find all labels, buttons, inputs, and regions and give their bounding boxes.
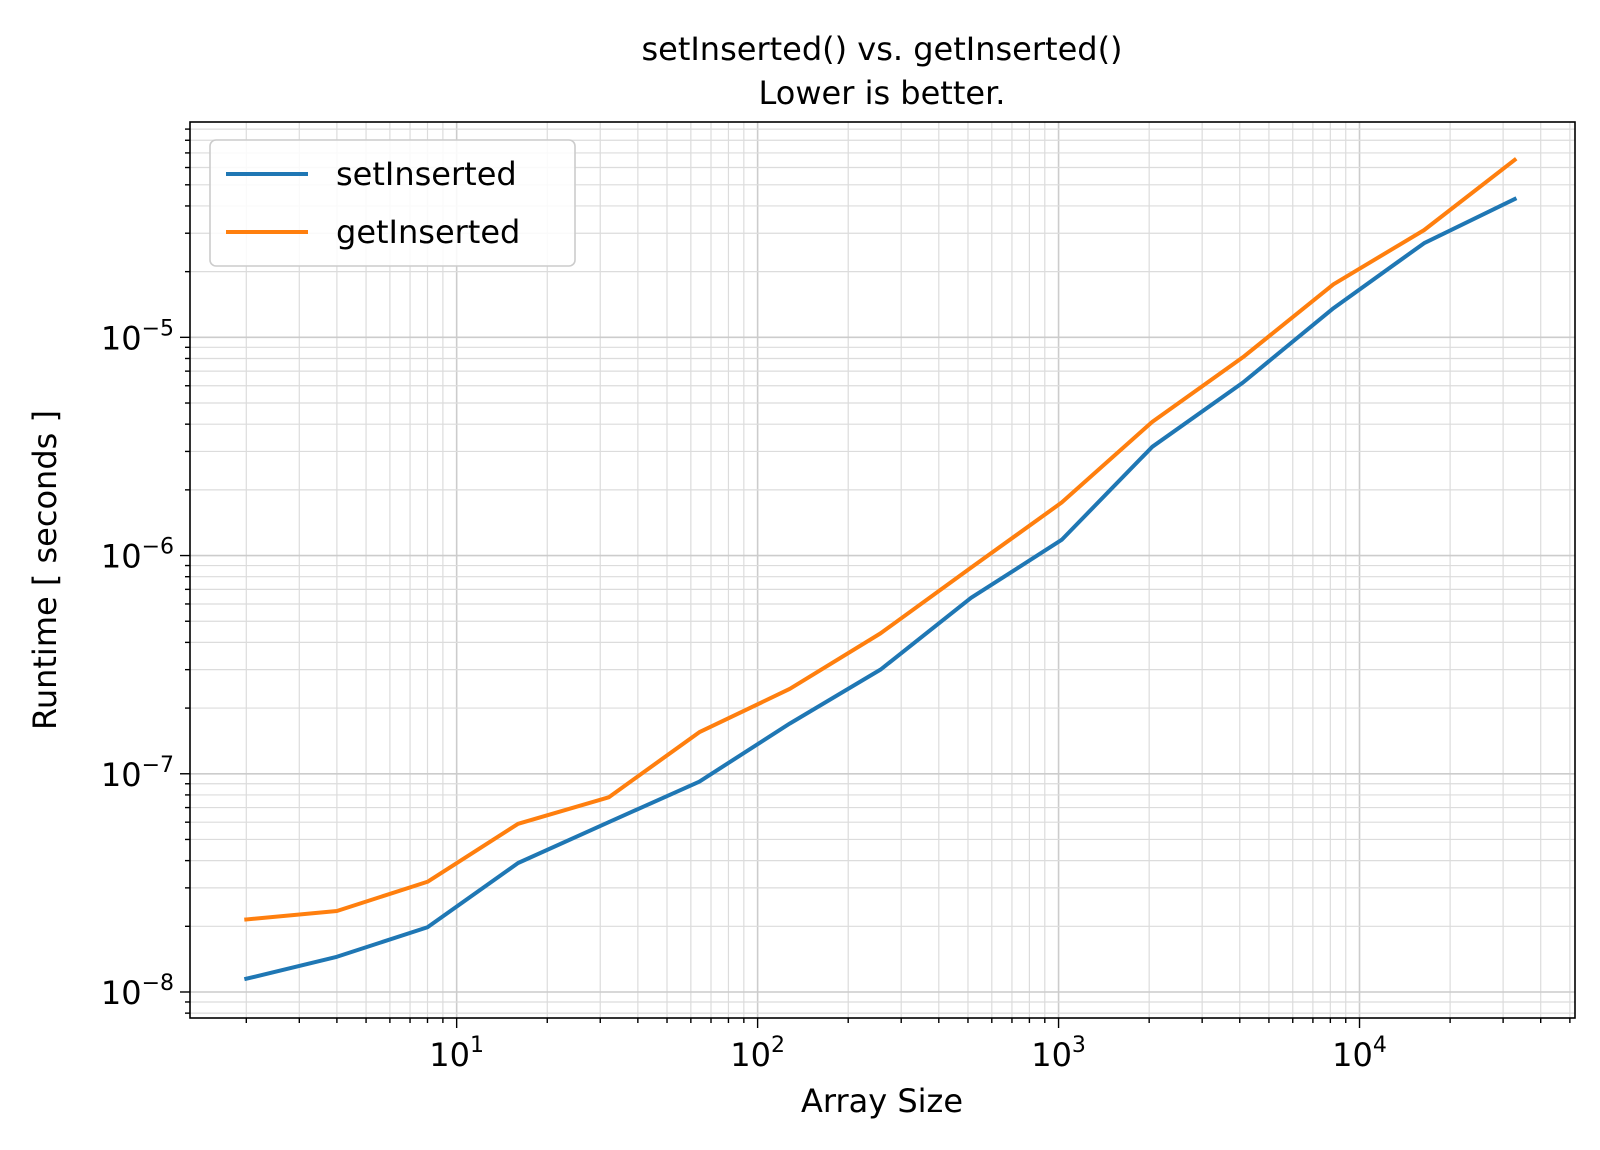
x-tick-label: 101 [429, 1033, 484, 1074]
x-tick-label: 103 [1031, 1033, 1086, 1074]
legend-box [209, 139, 576, 267]
y-tick-label: 10−7 [101, 753, 174, 794]
x-tick-label: 104 [1332, 1033, 1387, 1074]
x-tick-label: 102 [730, 1033, 785, 1074]
legend-label: setInserted [336, 155, 517, 193]
chart-title: setInserted() vs. getInserted() [641, 30, 1122, 68]
y-axis-label: Runtime [ seconds ] [26, 410, 64, 730]
grid-layer [190, 122, 1575, 1018]
tick-layer: 101 102 103 104 10−8 10−7 10−6 10−5 [101, 128, 1571, 1074]
series-line-getInserted [244, 157, 1518, 922]
chart-subtitle: Lower is better. [759, 74, 1006, 112]
series-layer [243, 157, 1518, 982]
y-tick-label: 10−5 [101, 316, 174, 357]
y-tick-label: 10−6 [101, 535, 174, 576]
x-axis-label: Array Size [801, 1082, 963, 1120]
y-tick-label: 10−8 [101, 971, 174, 1012]
legend-label: getInserted [336, 213, 520, 251]
plot-frame [189, 121, 1576, 1019]
legend: setInserted getInserted [209, 139, 576, 267]
series-line-setInserted [243, 196, 1518, 982]
